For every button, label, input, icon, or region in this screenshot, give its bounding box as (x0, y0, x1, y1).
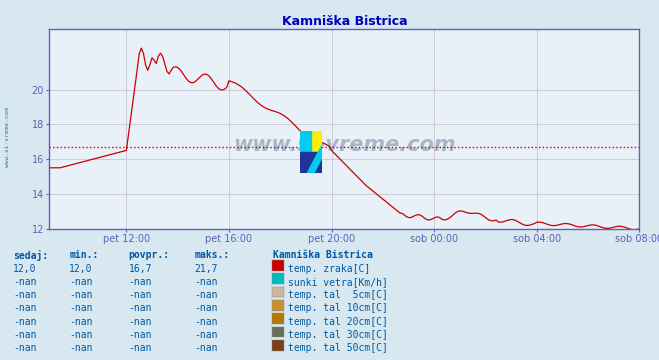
Text: sedaj:: sedaj: (13, 250, 48, 261)
Text: -nan: -nan (129, 330, 152, 340)
Text: Kamniška Bistrica: Kamniška Bistrica (273, 250, 374, 260)
Text: -nan: -nan (69, 343, 93, 354)
Text: -nan: -nan (129, 290, 152, 300)
Text: temp. tal  5cm[C]: temp. tal 5cm[C] (288, 290, 388, 300)
Text: temp. tal 20cm[C]: temp. tal 20cm[C] (288, 317, 388, 327)
Text: maks.:: maks.: (194, 250, 229, 260)
Title: Kamniška Bistrica: Kamniška Bistrica (281, 15, 407, 28)
Text: -nan: -nan (69, 330, 93, 340)
Text: 12,0: 12,0 (13, 264, 37, 274)
Text: www.si-vreme.com: www.si-vreme.com (233, 135, 455, 155)
Text: 12,0: 12,0 (69, 264, 93, 274)
Bar (311, 131, 322, 152)
Text: temp. tal 30cm[C]: temp. tal 30cm[C] (288, 330, 388, 340)
Text: min.:: min.: (69, 250, 99, 260)
Text: sunki vetra[Km/h]: sunki vetra[Km/h] (288, 277, 388, 287)
Text: -nan: -nan (69, 303, 93, 314)
Text: temp. tal 10cm[C]: temp. tal 10cm[C] (288, 303, 388, 314)
Polygon shape (308, 146, 322, 173)
Text: -nan: -nan (129, 343, 152, 354)
Text: www.si-vreme.com: www.si-vreme.com (5, 107, 11, 167)
Text: -nan: -nan (13, 277, 37, 287)
Text: -nan: -nan (129, 317, 152, 327)
Text: -nan: -nan (69, 317, 93, 327)
Text: -nan: -nan (194, 290, 218, 300)
Text: -nan: -nan (69, 290, 93, 300)
Text: 21,7: 21,7 (194, 264, 218, 274)
Text: -nan: -nan (194, 303, 218, 314)
Text: -nan: -nan (13, 317, 37, 327)
Bar (300, 152, 322, 173)
Text: temp. tal 50cm[C]: temp. tal 50cm[C] (288, 343, 388, 354)
Text: -nan: -nan (129, 277, 152, 287)
Text: -nan: -nan (69, 277, 93, 287)
Text: -nan: -nan (13, 303, 37, 314)
Text: povpr.:: povpr.: (129, 250, 169, 260)
Text: -nan: -nan (13, 290, 37, 300)
Text: -nan: -nan (129, 303, 152, 314)
Text: -nan: -nan (194, 317, 218, 327)
Text: 16,7: 16,7 (129, 264, 152, 274)
Text: -nan: -nan (194, 277, 218, 287)
Bar (300, 131, 311, 152)
Text: temp. zraka[C]: temp. zraka[C] (288, 264, 370, 274)
Text: -nan: -nan (194, 343, 218, 354)
Text: -nan: -nan (13, 330, 37, 340)
Text: -nan: -nan (13, 343, 37, 354)
Text: -nan: -nan (194, 330, 218, 340)
